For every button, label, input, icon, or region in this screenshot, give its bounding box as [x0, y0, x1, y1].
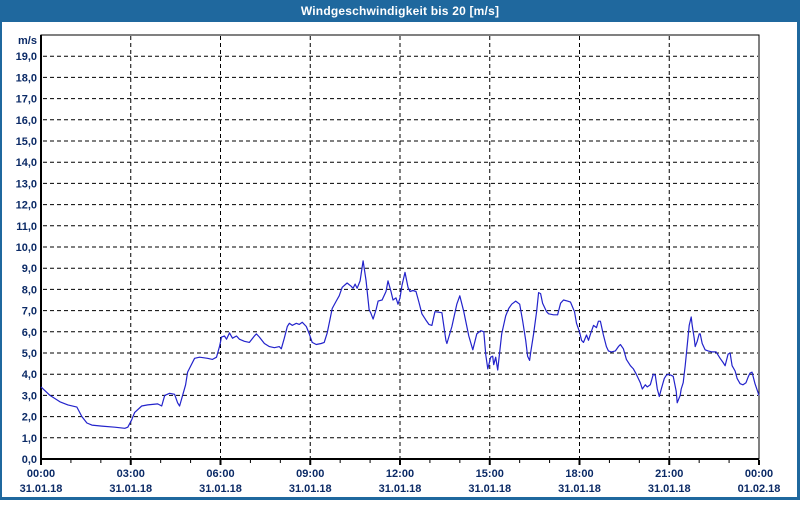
y-axis-tick-label: 2,0 [22, 412, 37, 424]
y-axis-tick-label: 14,0 [16, 157, 37, 169]
x-axis-date-label: 31.01.18 [468, 483, 511, 495]
wind-speed-chart: 0,0 1,0 2,0 3,0 4,0 5,0 6,0 7,0 8,0 9,0 10,0 11,0 12… [16, 34, 781, 495]
y-axis-tick-label: 16,0 [16, 115, 37, 127]
x-axis-time-label: 09:00 [296, 468, 324, 480]
wind-speed-series-line [40, 260, 760, 429]
y-axis-tick-label: 7,0 [22, 306, 37, 318]
y-axis-tick-label: 19,0 [16, 51, 37, 63]
y-axis-tick-label: 3,0 [22, 390, 37, 402]
window-title: Windgeschwindigkeit bis 20 [m/s] [300, 4, 500, 18]
x-axis-time-label: 00:00 [27, 468, 55, 480]
y-axis-tick-label: 10,0 [16, 242, 37, 254]
y-axis-tick-label: 4,0 [22, 369, 37, 381]
y-axis-tick-label: 1,0 [22, 433, 37, 445]
y-axis-unit-label: m/s [18, 35, 37, 47]
y-axis-tick-label: 13,0 [16, 178, 37, 190]
x-axis-time-label: 12:00 [386, 468, 414, 480]
x-axis-time-label: 15:00 [476, 468, 504, 480]
y-axis-tick-label: 6,0 [22, 327, 37, 339]
x-axis-date-label: 31.01.18 [289, 483, 332, 495]
x-axis-date-label: 31.01.18 [20, 483, 63, 495]
x-axis-date-label: 31.01.18 [648, 483, 691, 495]
y-axis-tick-label: 12,0 [16, 200, 37, 212]
x-axis-time-label: 18:00 [565, 468, 593, 480]
y-axis-tick-label: 8,0 [22, 284, 37, 296]
x-axis-time-label: 00:00 [745, 468, 773, 480]
y-axis-tick-label: 15,0 [16, 136, 37, 148]
window-titlebar[interactable]: Windgeschwindigkeit bis 20 [m/s] [0, 0, 800, 22]
y-axis-tick-label: 9,0 [22, 263, 37, 275]
x-axis-date-label: 01.02.18 [738, 483, 781, 495]
y-axis-tick-label: 18,0 [16, 72, 37, 84]
x-axis-time-label: 21:00 [655, 468, 683, 480]
chart-container: 0,0 1,0 2,0 3,0 4,0 5,0 6,0 7,0 8,0 9,0 10,0 11,0 12… [0, 22, 800, 500]
x-axis-date-label: 31.01.18 [558, 483, 601, 495]
x-axis-date-label: 31.01.18 [379, 483, 422, 495]
x-axis-time-label: 06:00 [206, 468, 234, 480]
x-axis-date-label: 31.01.18 [109, 483, 152, 495]
x-axis-time-label: 03:00 [117, 468, 145, 480]
y-axis-tick-label: 0,0 [22, 454, 37, 466]
x-axis-date-label: 31.01.18 [199, 483, 242, 495]
y-axis-tick-label: 17,0 [16, 94, 37, 106]
y-axis-tick-label: 11,0 [16, 221, 37, 233]
y-axis-tick-label: 5,0 [22, 348, 37, 360]
